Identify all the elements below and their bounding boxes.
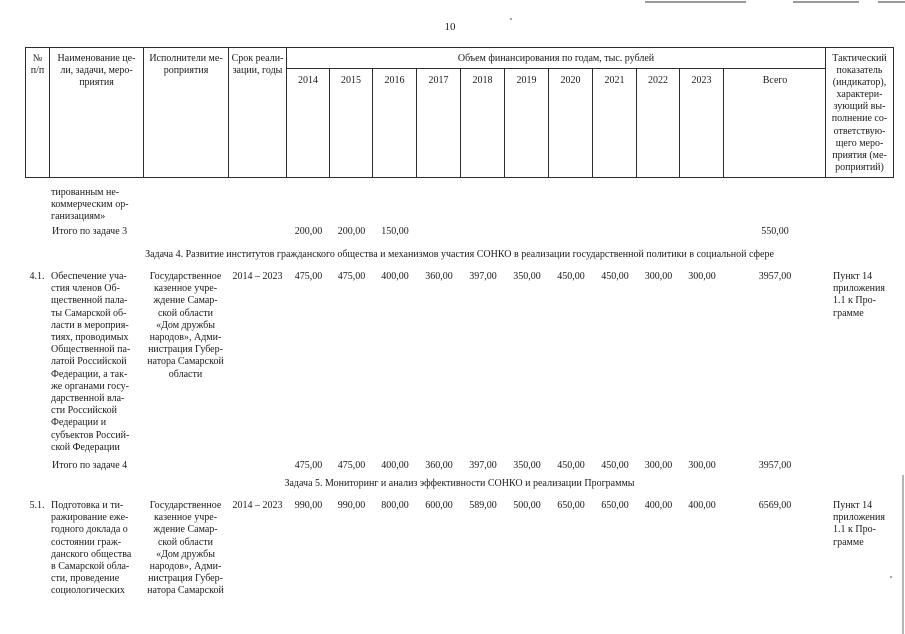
header-year-2019: 2019 bbox=[505, 69, 549, 177]
value-2019: 350,00 bbox=[513, 460, 541, 471]
value-2023: 300,00 bbox=[688, 460, 716, 471]
value-2017: 360,00 bbox=[425, 460, 453, 471]
value-2016: 400,00 bbox=[381, 271, 409, 282]
row-5-1-executors: Государственное казенное учре- ждение Са… bbox=[147, 500, 224, 597]
value-2021: 650,00 bbox=[601, 500, 629, 511]
row-5-1-values: 990,00 990,00 800,00 600,00 589,00 500,0… bbox=[287, 500, 826, 512]
continuation-text: тированным не- коммерческим ор- ганизаци… bbox=[51, 187, 129, 223]
row-4-1-indicator: Пункт 14 приложения 1.1 к Про- грамме bbox=[833, 271, 885, 319]
header-year-2017: 2017 bbox=[417, 69, 461, 177]
value-2020: 650,00 bbox=[557, 500, 585, 511]
value-2017 bbox=[417, 226, 461, 238]
row-4-1-name: Обеспечение уча- стия членов Об- ществен… bbox=[51, 271, 131, 453]
value-2019: 350,00 bbox=[513, 271, 541, 282]
value-2015: 200,00 bbox=[337, 226, 366, 237]
row-4-1-term: 2014 – 2023 bbox=[232, 271, 283, 282]
scan-artifact-line bbox=[878, 1, 905, 3]
value-2021: 450,00 bbox=[601, 460, 629, 471]
task4-title: Задача 4. Развитие институтов гражданско… bbox=[145, 249, 774, 260]
value-2023: 400,00 bbox=[688, 500, 716, 511]
scan-artifact-line bbox=[793, 1, 859, 3]
header-year-2014: 2014 bbox=[287, 69, 330, 177]
value-2015: 475,00 bbox=[337, 460, 366, 471]
header-col-number: № п/п bbox=[26, 48, 50, 177]
header-col-total: Всего bbox=[762, 75, 788, 86]
scan-artifact-dot bbox=[890, 576, 892, 578]
value-2021: 450,00 bbox=[601, 271, 629, 282]
header-year-2023: 2023 bbox=[680, 69, 724, 177]
value-2018 bbox=[461, 226, 505, 238]
row-4-1-values: 475,00 475,00 400,00 360,00 397,00 350,0… bbox=[287, 271, 826, 283]
table-header: № п/п Наименование це- ли, задачи, меро-… bbox=[25, 47, 894, 178]
header-finance-title: Объем финансирования по годам, тыс. рубл… bbox=[287, 48, 825, 69]
value-2022: 300,00 bbox=[644, 460, 673, 471]
value-2018: 397,00 bbox=[469, 271, 497, 282]
value-2018: 589,00 bbox=[469, 500, 497, 511]
value-2016: 800,00 bbox=[381, 500, 409, 511]
header-year-2018: 2018 bbox=[461, 69, 505, 177]
row-5-1-number: 5.1. bbox=[29, 500, 45, 511]
totals-task3-values: 200,00 200,00 150,00 550,00 bbox=[287, 226, 826, 238]
row-4-1-number: 4.1. bbox=[29, 271, 45, 282]
scan-artifact-line bbox=[645, 1, 746, 3]
header-col-term: Срок реали- зации, годы bbox=[229, 48, 287, 177]
value-2015: 990,00 bbox=[337, 500, 366, 511]
header-col-indicator: Тактический показатель (индикатор), хара… bbox=[831, 53, 888, 173]
row-4-1-executors: Государственное казенное учре- ждение Са… bbox=[147, 271, 224, 380]
value-2014: 200,00 bbox=[294, 226, 323, 237]
value-2018: 397,00 bbox=[469, 460, 497, 471]
value-total: 6569,00 bbox=[758, 500, 792, 511]
value-2014: 990,00 bbox=[294, 500, 323, 511]
row-5-1-term: 2014 – 2023 bbox=[232, 500, 283, 511]
scan-artifact-line bbox=[902, 475, 904, 634]
header-year-2022: 2022 bbox=[637, 69, 680, 177]
value-2022: 400,00 bbox=[644, 500, 673, 511]
totals-task3-label: Итого по задаче 3 bbox=[52, 226, 128, 237]
header-year-2020: 2020 bbox=[549, 69, 593, 177]
value-2021 bbox=[593, 226, 637, 238]
value-2015: 475,00 bbox=[337, 271, 366, 282]
value-2014: 475,00 bbox=[294, 271, 323, 282]
row-5-1-name: Подготовка и ти- ражирование еже- годног… bbox=[51, 500, 132, 597]
value-2023: 300,00 bbox=[688, 271, 716, 282]
header-year-2015: 2015 bbox=[330, 69, 373, 177]
header-finance-group: Объем финансирования по годам, тыс. рубл… bbox=[287, 48, 826, 177]
value-2020: 450,00 bbox=[557, 460, 585, 471]
value-2020 bbox=[549, 226, 593, 238]
value-2016: 150,00 bbox=[381, 226, 409, 237]
header-col-name: Наименование це- ли, задачи, меро- прият… bbox=[50, 48, 144, 177]
value-2019 bbox=[505, 226, 549, 238]
value-2022: 300,00 bbox=[644, 271, 673, 282]
scan-artifact-dot bbox=[510, 18, 512, 20]
value-2019: 500,00 bbox=[513, 500, 541, 511]
value-total: 3957,00 bbox=[758, 271, 792, 282]
value-2023 bbox=[680, 226, 724, 238]
row-5-1-indicator: Пункт 14 приложения 1.1 к Про- грамме bbox=[833, 500, 885, 548]
value-2014: 475,00 bbox=[294, 460, 323, 471]
totals-task4-values: 475,00 475,00 400,00 360,00 397,00 350,0… bbox=[287, 460, 826, 472]
value-2016: 400,00 bbox=[381, 460, 409, 471]
header-year-row: 2014 2015 2016 2017 2018 2019 2020 2021 … bbox=[287, 69, 825, 177]
page-number: 10 bbox=[444, 21, 456, 33]
value-2020: 450,00 bbox=[557, 271, 585, 282]
header-year-2021: 2021 bbox=[593, 69, 637, 177]
header-col-executors: Исполнители ме- роприятия bbox=[144, 48, 229, 177]
task5-title: Задача 5. Мониторинг и анализ эффективно… bbox=[284, 478, 635, 489]
header-year-2016: 2016 bbox=[373, 69, 417, 177]
value-2017: 360,00 bbox=[425, 271, 453, 282]
value-total: 550,00 bbox=[761, 226, 789, 237]
value-2022 bbox=[637, 226, 680, 238]
value-2017: 600,00 bbox=[425, 500, 453, 511]
value-total: 3957,00 bbox=[758, 460, 792, 471]
totals-task4-label: Итого по задаче 4 bbox=[52, 460, 128, 471]
